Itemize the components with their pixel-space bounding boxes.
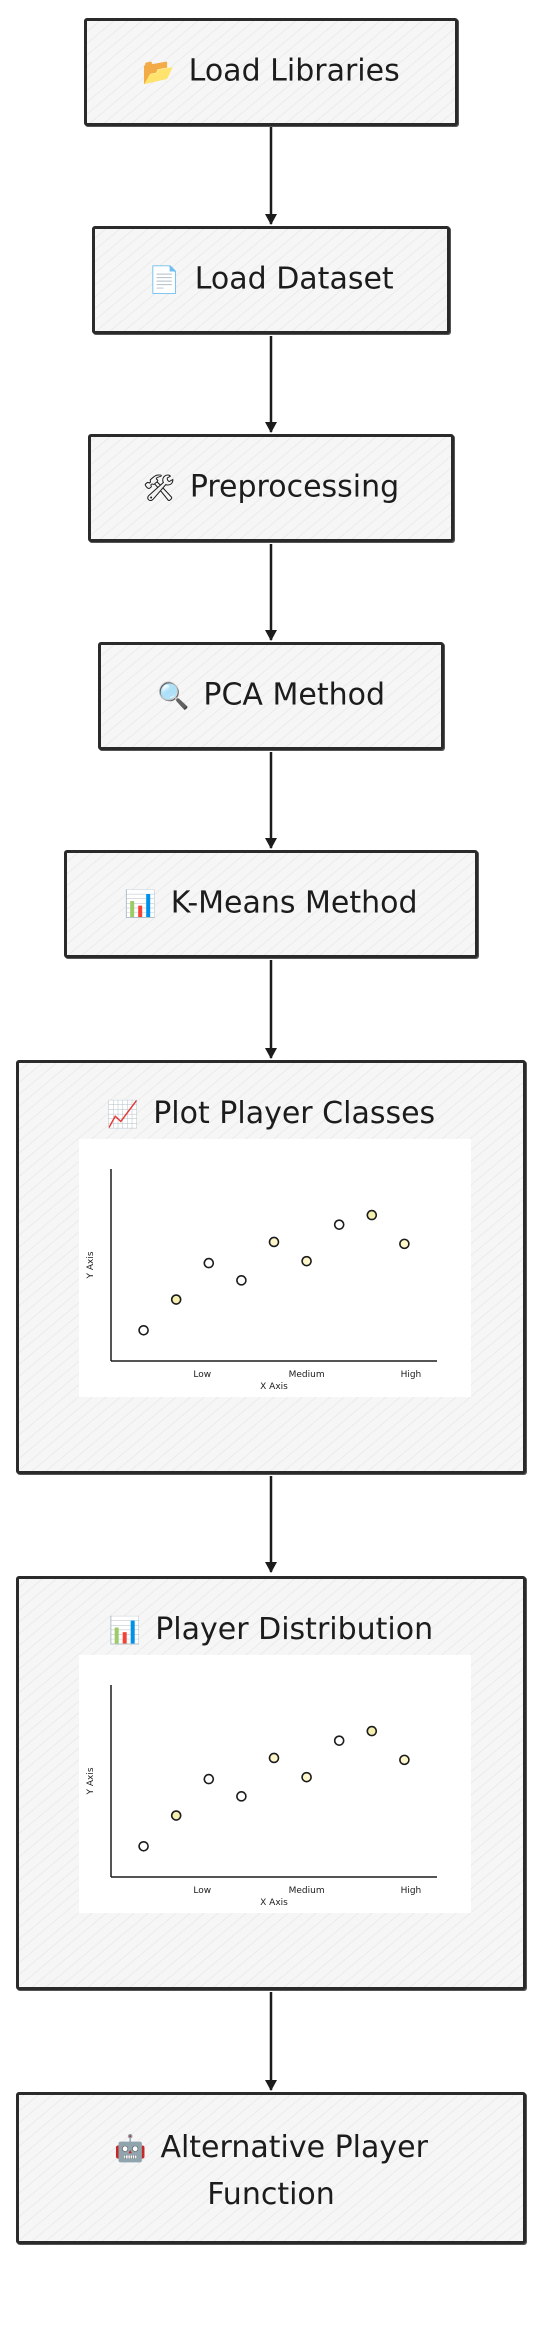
bar-chart-icon: 📊 [108, 1616, 142, 1646]
data-point [301, 1771, 312, 1783]
x-tick-label: Medium [289, 1886, 325, 1896]
node-label: 🤖 Alternative Player Function [19, 2125, 523, 2218]
line-chart-icon: 📈 [106, 1100, 140, 1130]
x-axis-label: X Axis [260, 1898, 288, 1908]
node-label: 📄 Load Dataset [95, 257, 447, 304]
node-label: 🔍 PCA Method [101, 673, 441, 720]
node-preprocessing[interactable]: 🛠 Preprocessing [88, 434, 454, 542]
node-pca-method[interactable]: 🔍 PCA Method [98, 642, 444, 750]
node-label: 📂 Load Libraries [87, 49, 455, 96]
data-point [236, 1791, 247, 1802]
scatter-plot: Low Medium High X Axis Y Axis [79, 1655, 471, 1913]
tools-icon: 🛠 [142, 473, 176, 504]
data-point [399, 1754, 410, 1766]
scatter-plot-svg: Low Medium High X Axis Y Axis [86, 1685, 437, 1908]
data-point [203, 1773, 215, 1785]
node-load-dataset[interactable]: 📄 Load Dataset [92, 226, 450, 334]
y-axis-label: Y Axis [86, 1251, 96, 1279]
scatter-plot: Low Medium High X Axis Y Axis [79, 1139, 471, 1397]
document-icon: 📄 [148, 265, 181, 296]
x-tick-label: Low [193, 1886, 211, 1896]
data-point [170, 1294, 182, 1305]
data-point [399, 1238, 410, 1250]
bar-chart-icon: 📊 [124, 889, 157, 920]
node-label: 📊 Player Distribution [19, 1607, 523, 1654]
data-point [268, 1752, 280, 1764]
node-plot-player-classes[interactable]: 📈 Plot Player Classes Low Medium High X Axis… [16, 1060, 526, 1474]
x-tick-label: Medium [289, 1370, 325, 1380]
node-load-libraries[interactable]: 📂 Load Libraries [84, 18, 458, 126]
data-point [138, 1840, 149, 1852]
magnifier-icon: 🔍 [157, 681, 190, 712]
data-point [366, 1209, 378, 1221]
folder-icon: 📂 [142, 57, 175, 88]
data-point [301, 1255, 312, 1267]
data-point [203, 1257, 215, 1269]
scatter-plot-svg: Low Medium High X Axis Y Axis [86, 1169, 437, 1392]
x-tick-label: Low [193, 1370, 211, 1380]
data-point [268, 1236, 280, 1248]
node-kmeans-method[interactable]: 📊 K-Means Method [64, 850, 478, 958]
data-point [366, 1725, 378, 1737]
node-label: 📈 Plot Player Classes [19, 1091, 523, 1138]
data-point [138, 1324, 149, 1336]
node-label: 📊 K-Means Method [67, 881, 475, 928]
robot-icon: 🤖 [114, 2134, 147, 2164]
node-label: 🛠 Preprocessing [91, 465, 451, 512]
data-point [170, 1810, 182, 1821]
node-player-distribution[interactable]: 📊 Player Distribution Low Medium High X Axis… [16, 1576, 526, 1990]
node-alternative-player-function[interactable]: 🤖 Alternative Player Function [16, 2092, 526, 2244]
y-axis-label: Y Axis [86, 1767, 96, 1795]
x-tick-label: High [401, 1886, 422, 1896]
data-point [333, 1735, 345, 1746]
x-axis-label: X Axis [260, 1382, 288, 1392]
x-tick-label: High [401, 1370, 422, 1380]
data-point [333, 1219, 345, 1230]
data-point [236, 1275, 247, 1286]
